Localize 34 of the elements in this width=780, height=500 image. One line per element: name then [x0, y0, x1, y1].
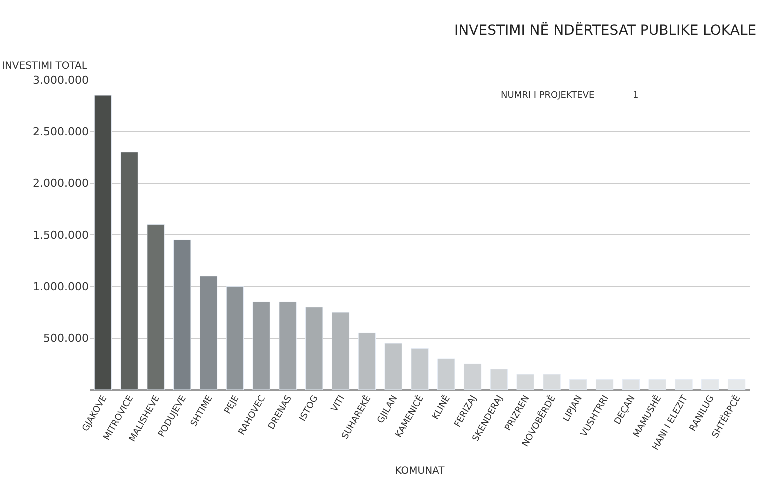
annotation: NUMRI I PROJEKTEVE	[501, 91, 596, 101]
bar	[464, 364, 482, 390]
annotation: 1	[633, 91, 639, 101]
bar	[279, 302, 297, 390]
bar	[174, 240, 192, 390]
y-axis-title: INVESTIMI TOTAL	[2, 61, 88, 72]
bar	[648, 379, 666, 390]
bar	[675, 379, 693, 390]
x-axis-title: KOMUNAT	[395, 466, 446, 477]
bar	[94, 95, 112, 390]
bar	[596, 379, 614, 390]
y-tick-label: 2.000.000	[33, 177, 89, 190]
chart-title: INVESTIMI NË NDËRTESAT PUBLIKE LOKALE	[454, 22, 757, 39]
bar	[543, 374, 561, 390]
y-tick-label: 3.000.000	[33, 74, 89, 87]
bar	[147, 224, 165, 390]
y-tick-label: 1.000.000	[33, 280, 89, 294]
bar	[200, 276, 218, 390]
bar	[332, 312, 350, 390]
bar	[490, 369, 508, 390]
bar	[306, 307, 324, 390]
bar	[120, 152, 138, 390]
bar	[570, 379, 588, 390]
y-tick-label: 1.500.000	[33, 228, 89, 242]
bar	[358, 332, 376, 390]
y-tick-label: 500.000	[44, 332, 89, 346]
bar	[702, 379, 720, 390]
bar	[728, 379, 746, 390]
bar	[438, 358, 456, 390]
bar	[622, 379, 640, 390]
y-tick-label: 2.500.000	[33, 126, 89, 139]
bar	[411, 348, 429, 390]
bar	[384, 343, 402, 390]
bar	[516, 374, 534, 390]
